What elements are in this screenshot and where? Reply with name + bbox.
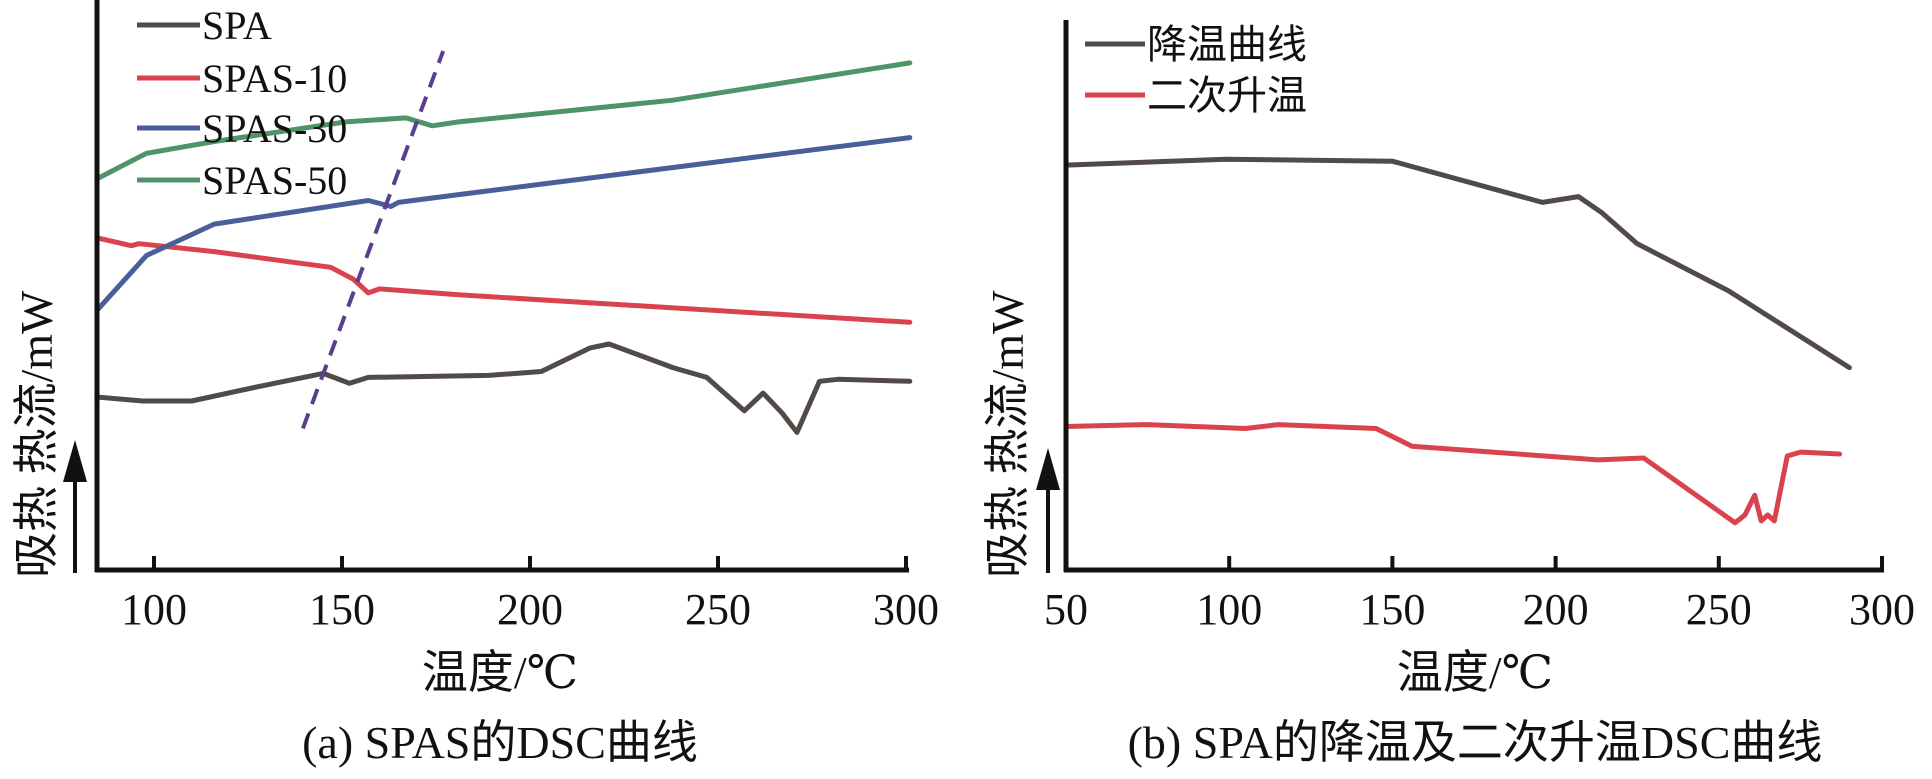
panel-a-x-axis-title: 温度/℃ [422, 647, 578, 698]
panel-b-y-axis-title: 吸热 热流/mW [982, 290, 1033, 578]
x-tick-label: 300 [873, 585, 939, 634]
legend-label: SPAS-50 [202, 158, 347, 203]
panel-b-endothermic-arrow-icon [1036, 448, 1060, 573]
x-tick-label: 150 [1359, 585, 1425, 634]
panel-b-x-axis-title: 温度/℃ [1397, 647, 1553, 698]
x-tick-label: 250 [1686, 585, 1752, 634]
tg-trend-dashed-line [301, 50, 446, 430]
panel-b-x-ticks: 50 100 150 200 250 300 [1044, 556, 1915, 634]
series-line-spa [94, 341, 913, 435]
x-tick-label: 200 [1523, 585, 1589, 634]
series-line-spas-50 [94, 60, 913, 182]
x-tick-label: 100 [121, 585, 187, 634]
legend-label: SPAS-10 [202, 56, 347, 101]
x-tick-label: 250 [685, 585, 751, 634]
series-line-spas-10 [94, 235, 913, 325]
x-tick-label: 200 [497, 585, 563, 634]
legend-label: 降温曲线 [1147, 22, 1307, 67]
legend-label: SPAS-30 [202, 106, 347, 151]
panel-a-x-ticks: 100 150 200 250 300 [121, 556, 939, 634]
panel-a-plot-area [94, 50, 913, 435]
panel-a-caption: (a) SPAS的DSC曲线 [302, 717, 698, 768]
x-tick-label: 300 [1849, 585, 1915, 634]
panel-a-endothermic-arrow-icon [63, 440, 87, 573]
panel-b-plot-area [1063, 156, 1852, 526]
series-line-series-0 [1063, 156, 1852, 371]
panel-a-y-axis-title: 吸热 热流/mW [11, 290, 62, 578]
x-tick-label: 50 [1044, 585, 1088, 634]
series-line-spas-30 [94, 135, 913, 314]
legend-label: SPA [202, 3, 272, 48]
legend-label: 二次升温 [1147, 73, 1307, 118]
panel-b-caption: (b) SPA的降温及二次升温DSC曲线 [1128, 717, 1823, 768]
series-line-series-1 [1063, 422, 1843, 526]
x-tick-label: 100 [1196, 585, 1262, 634]
panel-a-spas-dsc: 100 150 200 250 300 SPA SPAS-10 SPAS-30 SPAS-50… [11, 0, 939, 768]
panel-a-legend: SPA SPAS-10 SPAS-30 SPAS-50 [137, 3, 347, 203]
x-tick-label: 150 [309, 585, 375, 634]
